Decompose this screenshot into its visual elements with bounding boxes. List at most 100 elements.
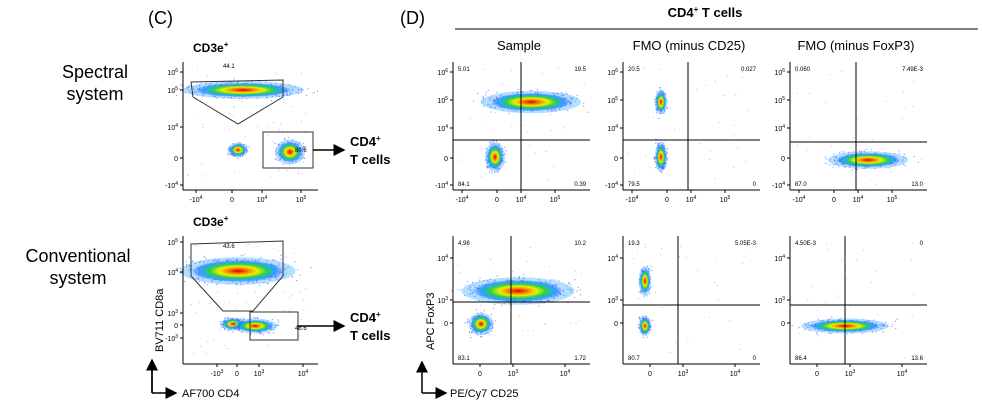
output-label: CD4+ [350,134,381,149]
output-text: CD4 [350,310,377,325]
event-dot [575,270,577,272]
event-dot [504,146,506,149]
tick-base: 10 [167,311,175,318]
tick-exp: 4 [524,195,527,201]
event-dot [457,159,459,161]
event-dot [841,151,843,153]
event-dot [217,259,219,261]
event-dot [904,165,906,167]
event-dot [275,94,277,97]
event-dot [235,282,237,284]
event-dot [266,282,269,285]
tick-exp: 4 [175,181,178,187]
event-dot [457,263,459,265]
event-dot [466,318,469,320]
quadrant-value: 0.027 [741,67,757,73]
event-dot [576,94,578,97]
event-dot [295,141,297,143]
event-dot [202,124,204,126]
event-dot [282,163,284,165]
tick-exp: 6 [445,68,448,74]
event-dot [224,345,226,347]
event-dot [480,336,482,338]
event-dot [243,144,245,146]
event-dot [278,170,280,172]
event-dot [297,269,299,271]
event-dot [292,87,294,89]
tick-label: 105 [296,195,307,204]
tick-base: 10 [887,197,895,204]
row-label: system [49,268,106,288]
event-dot [214,95,217,97]
event-dot [239,155,242,157]
tick-exp: 3 [175,334,178,340]
event-dot [911,105,913,107]
event-dot [508,113,510,115]
plot-title: CD3e+ [193,214,229,229]
event-dot [229,153,231,156]
title-text: CD3e [193,215,224,229]
event-dot [274,150,277,152]
event-dot [294,86,296,88]
event-dot [809,137,811,139]
event-dot [482,96,484,98]
tick-exp: 5 [304,195,307,201]
tick-exp: 4 [782,181,785,187]
event-dot [298,89,300,91]
event-dot [272,258,274,261]
tick-label: -104 [793,195,806,204]
event-dot [304,113,306,115]
tick-label: 0 [665,197,669,204]
event-dot [574,279,576,281]
event-dot [278,129,280,131]
density [237,320,273,332]
event-dot [485,119,487,121]
event-dot [241,316,243,318]
event-dot [241,319,243,321]
event-dot [179,272,181,274]
event-dot [213,96,216,98]
event-dot [207,260,209,262]
event-dot [299,290,301,292]
event-dot [265,80,267,82]
tick-label: -104 [190,195,203,204]
event-dot [510,69,512,71]
event-dot [250,147,252,149]
event-dot [298,92,300,94]
output-label: T cells [350,328,390,343]
event-dot [276,278,278,280]
event-dot [898,150,900,152]
event-dot [666,147,668,150]
event-dot [280,124,282,126]
event-dot [259,285,261,287]
event-dot [267,282,269,284]
event-dot [709,158,711,160]
event-dot [289,163,291,165]
tick-label: 106 [437,68,448,77]
quadrant-value: 0.060 [795,67,811,73]
tick-label: 105 [437,96,448,105]
event-dot [492,263,494,265]
event-dot [256,246,258,248]
event-dot [468,299,470,301]
tick-exp: 6 [615,68,618,74]
event-dot [714,80,716,82]
event-dot [709,150,711,152]
event-dot [583,102,585,104]
event-dot [552,166,554,168]
event-dot [733,124,735,126]
event-dot [188,265,190,267]
event-dot [489,334,491,336]
tick-label: 105 [167,86,178,95]
event-dot [178,88,181,90]
event-dot [268,279,270,281]
event-dot [292,89,294,91]
tick-base: 0 [174,156,178,163]
event-dot [227,317,230,319]
event-dot [570,323,572,325]
event-dot [233,116,235,118]
event-dot [196,91,198,94]
event-dot [627,153,629,155]
event-dot [214,258,216,260]
event-dot [241,101,243,103]
